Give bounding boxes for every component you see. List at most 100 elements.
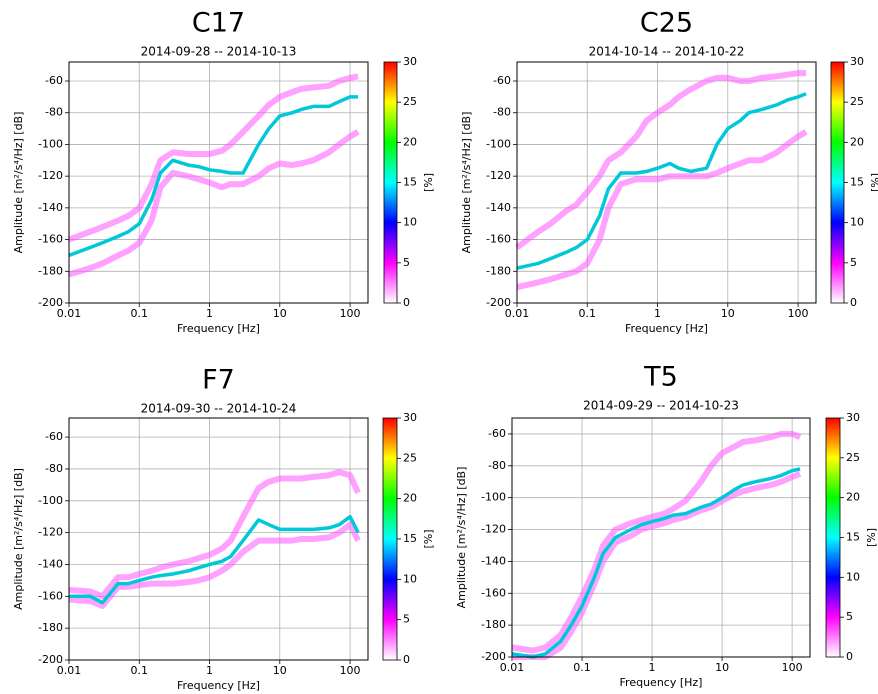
colorbar-tick-label: 20 bbox=[850, 135, 864, 148]
colorbar-label: [%] bbox=[422, 529, 435, 548]
x-tick-label: 0.01 bbox=[505, 307, 530, 320]
y-tick-label: -60 bbox=[45, 430, 63, 443]
plot-frame bbox=[516, 61, 817, 304]
colorbar-tick-label: 20 bbox=[403, 492, 417, 505]
y-tick-label: -180 bbox=[481, 618, 506, 631]
x-tick-label: 1 bbox=[206, 307, 213, 320]
y-tick-label: -140 bbox=[38, 201, 63, 214]
colorbar-tick-label: 25 bbox=[403, 451, 417, 464]
colorbar-tick-label: 5 bbox=[846, 610, 853, 623]
y-tick-label: -180 bbox=[38, 621, 63, 634]
y-tick-label: -200 bbox=[38, 653, 63, 666]
x-axis-label: Frequency [Hz] bbox=[177, 322, 260, 335]
colorbar-tick-label: 30 bbox=[850, 55, 864, 68]
y-axis-label: Amplitude [m²/s⁴/Hz] [dB] bbox=[460, 112, 473, 254]
y-tick-label: -80 bbox=[488, 459, 506, 472]
plot-frame bbox=[511, 417, 811, 658]
colorbar-tick-label: 0 bbox=[403, 296, 410, 309]
colorbar-tick-label: 25 bbox=[846, 451, 860, 464]
y-tick-label: -100 bbox=[481, 491, 506, 504]
x-tick-label: 1 bbox=[206, 664, 213, 677]
colorbar-tick-label: 15 bbox=[846, 531, 860, 544]
colorbar-tick-label: 10 bbox=[403, 572, 417, 585]
ppsd-curve bbox=[515, 70, 807, 250]
chart-subtitle: 2014-09-29 -- 2014-10-23 bbox=[583, 399, 739, 413]
chart-title: F7 bbox=[202, 365, 235, 396]
colorbar bbox=[825, 417, 841, 658]
y-tick-label: -80 bbox=[493, 106, 511, 119]
ppsd-curve bbox=[68, 521, 361, 609]
y-tick-label: -120 bbox=[481, 523, 506, 536]
x-tick-label: 10 bbox=[715, 661, 729, 674]
y-tick-label: -180 bbox=[486, 264, 511, 277]
colorbar-label: [%] bbox=[869, 173, 878, 192]
x-axis-label: Frequency [Hz] bbox=[177, 679, 260, 692]
chart-title: C17 bbox=[192, 8, 245, 39]
y-tick-label: -140 bbox=[481, 554, 506, 567]
ppsd-curve bbox=[68, 129, 360, 278]
x-tick-label: 100 bbox=[340, 664, 361, 677]
y-tick-label: -100 bbox=[486, 137, 511, 150]
colorbar-tick-label: 10 bbox=[850, 216, 864, 229]
x-tick-label: 10 bbox=[273, 664, 287, 677]
plot-frame bbox=[68, 417, 369, 661]
chart-title: C25 bbox=[640, 8, 693, 39]
colorbar bbox=[383, 61, 398, 304]
y-tick-label: -100 bbox=[38, 494, 63, 507]
y-tick-label: -200 bbox=[38, 296, 63, 309]
y-tick-label: -160 bbox=[38, 233, 63, 246]
ppsd-curve bbox=[511, 430, 802, 654]
colorbar-tick-label: 5 bbox=[403, 256, 410, 269]
y-tick-label: -160 bbox=[38, 589, 63, 602]
y-tick-label: -120 bbox=[38, 526, 63, 539]
x-tick-label: 1 bbox=[654, 307, 661, 320]
x-tick-label: 100 bbox=[340, 307, 361, 320]
y-tick-label: -200 bbox=[481, 650, 506, 663]
y-tick-label: -80 bbox=[45, 462, 63, 475]
colorbar-tick-label: 20 bbox=[403, 135, 417, 148]
y-tick-label: -200 bbox=[486, 296, 511, 309]
y-axis-label: Amplitude [m²/s⁴/Hz] [dB] bbox=[12, 112, 25, 254]
y-axis-label: Amplitude [m²/s⁴/Hz] [dB] bbox=[12, 468, 25, 610]
ppsd-curve bbox=[516, 129, 808, 291]
chart-title: T5 bbox=[643, 362, 678, 393]
y-tick-label: -60 bbox=[488, 427, 506, 440]
chart-subtitle: 2014-09-28 -- 2014-10-13 bbox=[141, 45, 297, 59]
x-tick-label: 0.1 bbox=[579, 307, 597, 320]
colorbar-label: [%] bbox=[422, 173, 435, 192]
x-tick-label: 0.1 bbox=[573, 661, 591, 674]
colorbar-tick-label: 30 bbox=[403, 411, 417, 424]
x-tick-label: 0.1 bbox=[131, 664, 149, 677]
colorbar-tick-label: 0 bbox=[403, 653, 410, 666]
y-tick-label: -60 bbox=[45, 74, 63, 87]
x-tick-label: 0.01 bbox=[500, 661, 525, 674]
y-axis-label: Amplitude [m²/s⁴/Hz] [dB] bbox=[455, 467, 468, 609]
colorbar-tick-label: 25 bbox=[850, 95, 864, 108]
colorbar-label: [%] bbox=[865, 528, 878, 547]
colorbar-tick-label: 10 bbox=[403, 216, 417, 229]
x-tick-label: 0.01 bbox=[57, 664, 82, 677]
y-tick-label: -120 bbox=[486, 169, 511, 182]
colorbar-tick-label: 25 bbox=[403, 95, 417, 108]
chart-subtitle: 2014-09-30 -- 2014-10-24 bbox=[141, 402, 297, 416]
colorbar-tick-label: 15 bbox=[850, 176, 864, 189]
ppsd-curve bbox=[68, 469, 361, 600]
y-tick-label: -180 bbox=[38, 264, 63, 277]
ppsd-curve bbox=[516, 92, 807, 270]
colorbar-tick-label: 15 bbox=[403, 532, 417, 545]
y-tick-label: -100 bbox=[38, 137, 63, 150]
y-tick-label: -140 bbox=[38, 557, 63, 570]
chart-subtitle: 2014-10-14 -- 2014-10-22 bbox=[589, 45, 745, 59]
colorbar bbox=[382, 417, 398, 661]
ppsd-curve bbox=[67, 73, 359, 243]
colorbar-tick-label: 20 bbox=[846, 491, 860, 504]
ppsd-curve bbox=[69, 514, 360, 605]
x-tick-label: 100 bbox=[782, 661, 803, 674]
colorbar-tick-label: 15 bbox=[403, 176, 417, 189]
x-tick-label: 10 bbox=[273, 307, 287, 320]
colorbar-tick-label: 5 bbox=[403, 613, 410, 626]
colorbar-tick-label: 10 bbox=[846, 570, 860, 583]
y-tick-label: -80 bbox=[45, 106, 63, 119]
plot-frame bbox=[68, 61, 369, 304]
